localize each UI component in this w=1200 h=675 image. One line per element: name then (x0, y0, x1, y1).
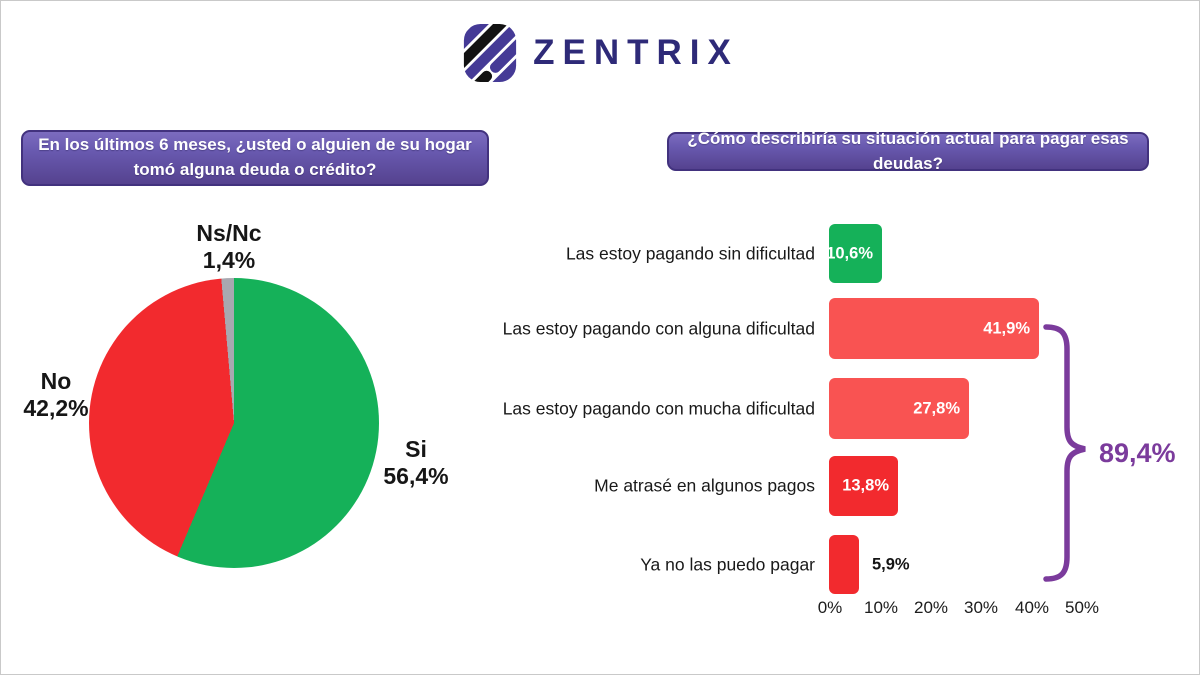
bar-category-label: Las estoy pagando sin dificultad (565, 243, 815, 263)
x-tick: 0% (817, 598, 843, 617)
pie-slice-value: 1,4% (202, 247, 256, 274)
bar-value-label: 13,8% (842, 476, 889, 495)
zentrix-logo-icon (464, 24, 517, 82)
x-tick: 40% (1014, 598, 1050, 617)
bar-category-label: Las estoy pagando con mucha dificultad (502, 398, 815, 418)
bar-no-puedo-pagar: 5,9% (829, 535, 910, 594)
bar-row: Ya no las puedo pagar 5,9% (1, 535, 1199, 594)
bar-alguna-dificultad: 41,9% (829, 298, 1039, 359)
bar-atrase-pagos: 13,8% (829, 456, 898, 516)
x-tick: 10% (863, 598, 899, 617)
bar-row: Las estoy pagando con mucha dificultad 2… (1, 378, 1199, 439)
x-tick: 50% (1064, 598, 1100, 617)
pie-question-banner: En los últimos 6 meses, ¿usted o alguien… (21, 130, 489, 186)
bar-category-label: Las estoy pagando con alguna dificultad (502, 318, 815, 338)
x-axis: 0% 10% 20% 30% 40% 50% (1, 598, 1199, 622)
logo: ZENTRIX (1, 15, 1199, 91)
brace-total-label: 89,4% (1099, 438, 1176, 468)
pie-chart (89, 278, 379, 568)
x-tick: 30% (963, 598, 999, 617)
bar-category-label: Me atrasé en algunos pagos (594, 475, 815, 496)
bar-category-label: Ya no las puedo pagar (640, 554, 815, 574)
bar-value-label: 5,9% (872, 555, 910, 573)
pie-slice-name: Si (405, 436, 427, 462)
bar-sin-dificultad: 10,6% (826, 224, 882, 283)
bar-row: Las estoy pagando sin dificultad 10,6% (1, 224, 1199, 283)
bar-mucha-dificultad: 27,8% (829, 378, 969, 439)
bar-question-banner: ¿Cómo describiría su situación actual pa… (667, 129, 1149, 173)
bar-row: Me atrasé en algunos pagos 13,8% (1, 456, 1199, 516)
pie-slice-name: Ns/Nc (196, 220, 262, 246)
logo-text: ZENTRIX (533, 33, 739, 72)
pie-slice-value: 42,2% (23, 395, 89, 422)
pie-label-nsnc: Ns/Nc 1,4% (164, 220, 294, 274)
pie-label-no: No 42,2% (1, 368, 111, 422)
pie-label-si: Si 56,4% (361, 436, 471, 490)
pie-slice-name: No (40, 368, 72, 394)
bar-value-label: 27,8% (913, 399, 960, 417)
bar-value-label: 41,9% (983, 319, 1030, 337)
bar-value-label: 10,6% (826, 244, 873, 262)
bar-row: Las estoy pagando con alguna dificultad … (1, 298, 1199, 359)
pie-slice-value: 56,4% (383, 463, 449, 490)
brace-icon (1043, 324, 1086, 582)
x-tick: 20% (913, 598, 949, 617)
